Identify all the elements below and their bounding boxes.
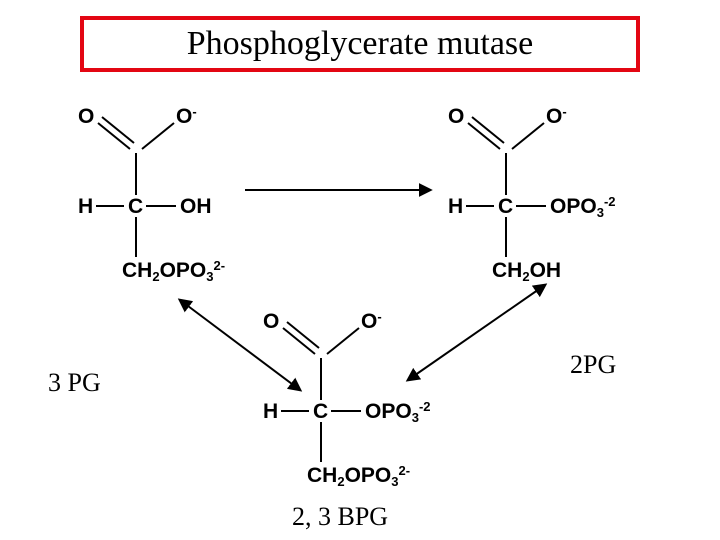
svg-text:OH: OH bbox=[180, 195, 212, 218]
svg-text:OPO3-2: OPO3-2 bbox=[550, 194, 616, 220]
svg-text:C: C bbox=[498, 195, 513, 218]
svg-text:H: H bbox=[78, 195, 93, 218]
svg-text:H: H bbox=[448, 195, 463, 218]
molecule-bpg: O O- H C OPO3-2 CH2OPO32- bbox=[263, 309, 431, 489]
svg-text:O-: O- bbox=[361, 309, 382, 333]
svg-text:OPO3-2: OPO3-2 bbox=[365, 399, 431, 425]
molecule-2pg: O O- H C OPO3-2 CH2OH bbox=[448, 104, 616, 284]
svg-text:C: C bbox=[313, 400, 328, 423]
arrow-bpg-2pg bbox=[408, 285, 545, 380]
arrow-3pg-bpg bbox=[180, 300, 300, 390]
svg-text:C: C bbox=[128, 195, 143, 218]
diagram-svg: O O- H C OH CH2OPO32- O O- H C OPO3-2 bbox=[0, 0, 720, 540]
molecule-3pg: O O- H C OH CH2OPO32- bbox=[78, 104, 225, 284]
svg-text:CH2OPO32-: CH2OPO32- bbox=[122, 258, 225, 284]
svg-text:CH2OH: CH2OH bbox=[492, 259, 561, 284]
svg-text:O: O bbox=[78, 105, 94, 128]
svg-text:CH2OPO32-: CH2OPO32- bbox=[307, 463, 410, 489]
svg-text:H: H bbox=[263, 400, 278, 423]
svg-text:O: O bbox=[263, 310, 279, 333]
diagram-root: { "title": { "text": "Phosphoglycerate m… bbox=[0, 0, 720, 540]
svg-text:O: O bbox=[448, 105, 464, 128]
svg-text:O-: O- bbox=[546, 104, 567, 128]
svg-text:O-: O- bbox=[176, 104, 197, 128]
